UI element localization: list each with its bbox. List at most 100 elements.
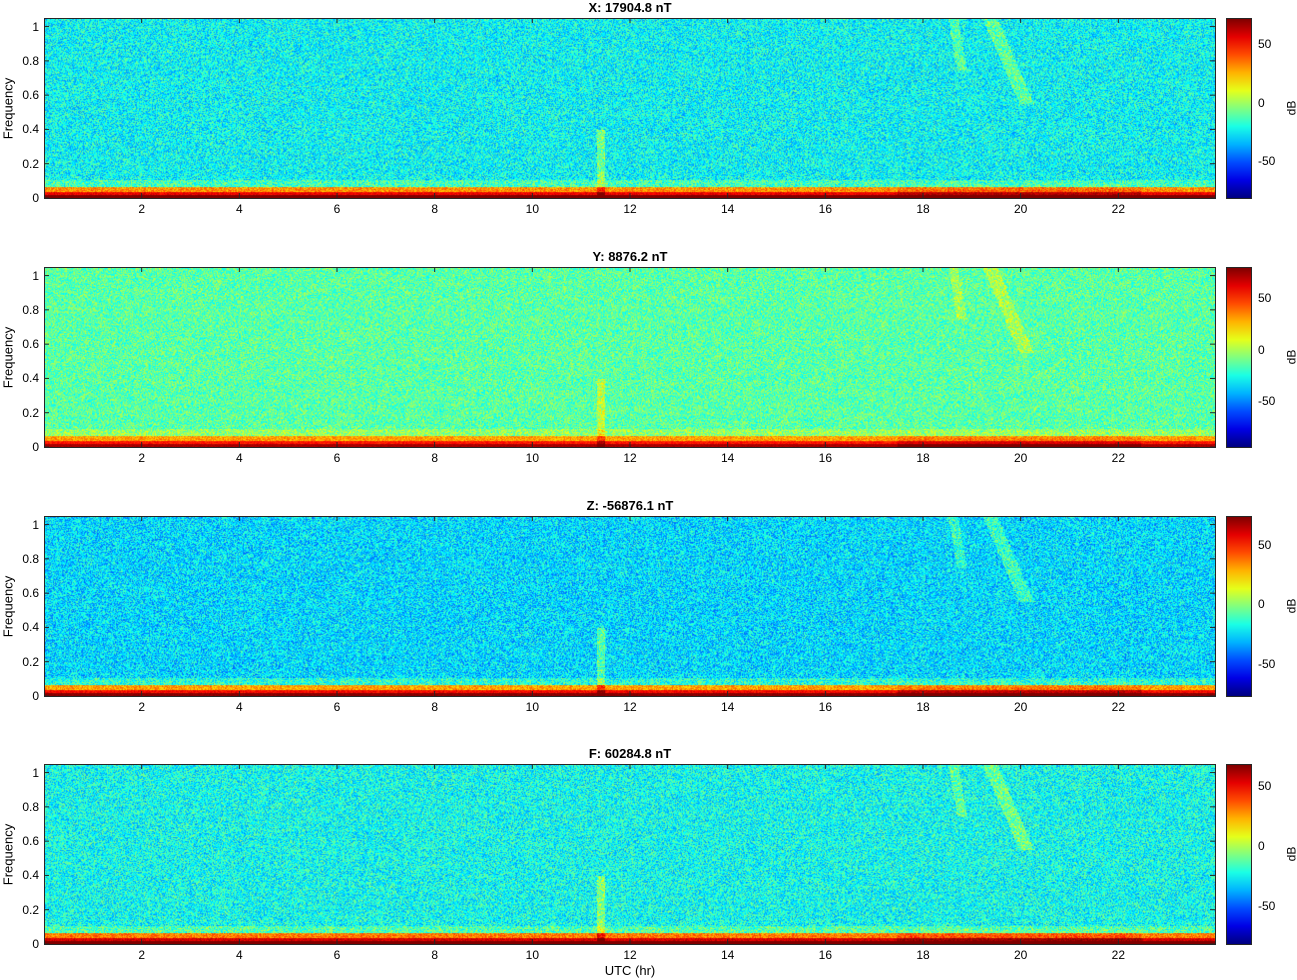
x-tick-label: 18 <box>916 202 930 216</box>
y-tick-label: 0.6 <box>22 834 39 849</box>
y-tick-label: 0.6 <box>22 586 39 601</box>
x-tick-label: 16 <box>818 948 832 962</box>
y-tick-label: 0.6 <box>22 337 39 352</box>
x-tick-label: 22 <box>1111 700 1125 714</box>
x-tick-label: 18 <box>916 948 930 962</box>
x-tick-label: 10 <box>525 948 539 962</box>
y-tick-label: 0.6 <box>22 88 39 103</box>
x-tick-label: 12 <box>623 700 637 714</box>
y-tick-label: 1 <box>32 765 39 780</box>
y-tick-label: 0 <box>32 191 39 205</box>
x-tick-label: 8 <box>431 202 438 216</box>
y-tick-label: 1 <box>32 517 39 532</box>
y-tick-label: 0.4 <box>22 620 39 635</box>
x-tick-label: 2 <box>138 948 145 962</box>
x-tick-label: 4 <box>235 202 243 216</box>
colorbar-tick-label: -50 <box>1258 394 1276 409</box>
x-tick-label: 22 <box>1111 202 1125 216</box>
x-tick-label: 6 <box>333 700 341 714</box>
x-tick-label: 2 <box>138 451 145 465</box>
x-tick-label: 4 <box>235 451 243 465</box>
colorbar-label-f: dB <box>1284 846 1297 861</box>
spectrogram-image-y <box>45 268 1215 447</box>
x-tick-label: 14 <box>720 948 735 962</box>
colorbar-tick-label: 0 <box>1258 95 1265 110</box>
x-tick-label: 20 <box>1013 202 1028 216</box>
x-tick-label: 16 <box>818 202 832 216</box>
x-tick-label: 8 <box>431 451 438 465</box>
panel-title-z: Z: -56876.1 nT <box>586 498 674 513</box>
x-tick-label: 10 <box>525 700 539 714</box>
x-tick-label: 10 <box>525 202 539 216</box>
colorbar-y <box>1226 267 1252 448</box>
colorbar-tick-label: 50 <box>1258 537 1272 552</box>
y-tick-label: 0.2 <box>22 902 39 917</box>
y-tick-label: 0.8 <box>22 799 39 814</box>
colorbar-label-x: dB <box>1284 100 1297 115</box>
y-tick-label: 0.8 <box>22 302 39 317</box>
spectrogram-image-x <box>45 19 1215 198</box>
colorbar-x <box>1226 18 1252 199</box>
y-tick-label: 0.4 <box>22 122 39 137</box>
y-tick-label: 0.2 <box>22 156 39 171</box>
x-tick-label: 16 <box>818 451 832 465</box>
y-tick-label: 0 <box>32 689 39 703</box>
x-tick-label: 14 <box>720 451 735 465</box>
x-tick-label: 10 <box>525 451 539 465</box>
x-tick-label: 14 <box>720 700 735 714</box>
spectrogram-plot-y <box>44 267 1216 448</box>
x-tick-label: 4 <box>235 700 243 714</box>
y-tick-label: 0.4 <box>22 371 39 386</box>
colorbar-tick-label: -50 <box>1258 154 1276 169</box>
colorbar-tick-label: 50 <box>1258 36 1272 51</box>
x-tick-label: 6 <box>333 451 341 465</box>
x-tick-label: 2 <box>138 700 145 714</box>
y-tick-label: 0.8 <box>22 53 39 68</box>
colorbar-f <box>1226 764 1252 945</box>
x-tick-label: 8 <box>431 948 438 962</box>
colorbar-tick-label: 0 <box>1258 597 1265 612</box>
y-tick-label: 0.2 <box>22 405 39 420</box>
colorbar-label-y: dB <box>1284 349 1297 364</box>
spectrogram-plot-z <box>44 516 1216 697</box>
colorbar-z <box>1226 516 1252 697</box>
x-tick-label: 18 <box>916 451 930 465</box>
spectrogram-image-z <box>45 517 1215 696</box>
colorbar-label-z: dB <box>1284 598 1297 613</box>
x-axis-label: UTC (hr) <box>604 963 656 978</box>
colorbar-tick-label: 0 <box>1258 342 1265 357</box>
y-tick-label: 1 <box>32 268 39 283</box>
y-tick-label: 0.4 <box>22 868 39 883</box>
x-tick-label: 6 <box>333 202 341 216</box>
y-tick-label: 0 <box>32 440 39 454</box>
x-tick-label: 22 <box>1111 948 1125 962</box>
y-tick-label: 0.2 <box>22 654 39 669</box>
x-tick-label: 12 <box>623 948 637 962</box>
x-tick-label: 12 <box>623 202 637 216</box>
spectrogram-plot-x <box>44 18 1216 199</box>
x-tick-label: 16 <box>818 700 832 714</box>
colorbar-tick-label: 50 <box>1258 778 1272 793</box>
y-tick-label: 1 <box>32 19 39 34</box>
spectrogram-plot-f <box>44 764 1216 945</box>
panel-title-y: Y: 8876.2 nT <box>592 249 668 264</box>
y-tick-label: 0.8 <box>22 551 39 566</box>
x-tick-label: 22 <box>1111 451 1125 465</box>
colorbar-tick-label: 50 <box>1258 291 1272 306</box>
panel-title-x: X: 17904.8 nT <box>588 0 672 15</box>
x-tick-label: 20 <box>1013 700 1028 714</box>
x-tick-label: 6 <box>333 948 341 962</box>
spectrogram-image-f <box>45 765 1215 944</box>
colorbar-tick-label: -50 <box>1258 656 1276 671</box>
colorbar-tick-label: -50 <box>1258 899 1276 914</box>
x-tick-label: 8 <box>431 700 438 714</box>
x-tick-label: 2 <box>138 202 145 216</box>
x-tick-label: 20 <box>1013 451 1028 465</box>
y-tick-label: 0 <box>32 937 39 951</box>
x-tick-label: 18 <box>916 700 930 714</box>
panel-title-f: F: 60284.8 nT <box>588 746 672 761</box>
x-tick-label: 20 <box>1013 948 1028 962</box>
x-tick-label: 12 <box>623 451 637 465</box>
colorbar-tick-label: 0 <box>1258 839 1265 854</box>
